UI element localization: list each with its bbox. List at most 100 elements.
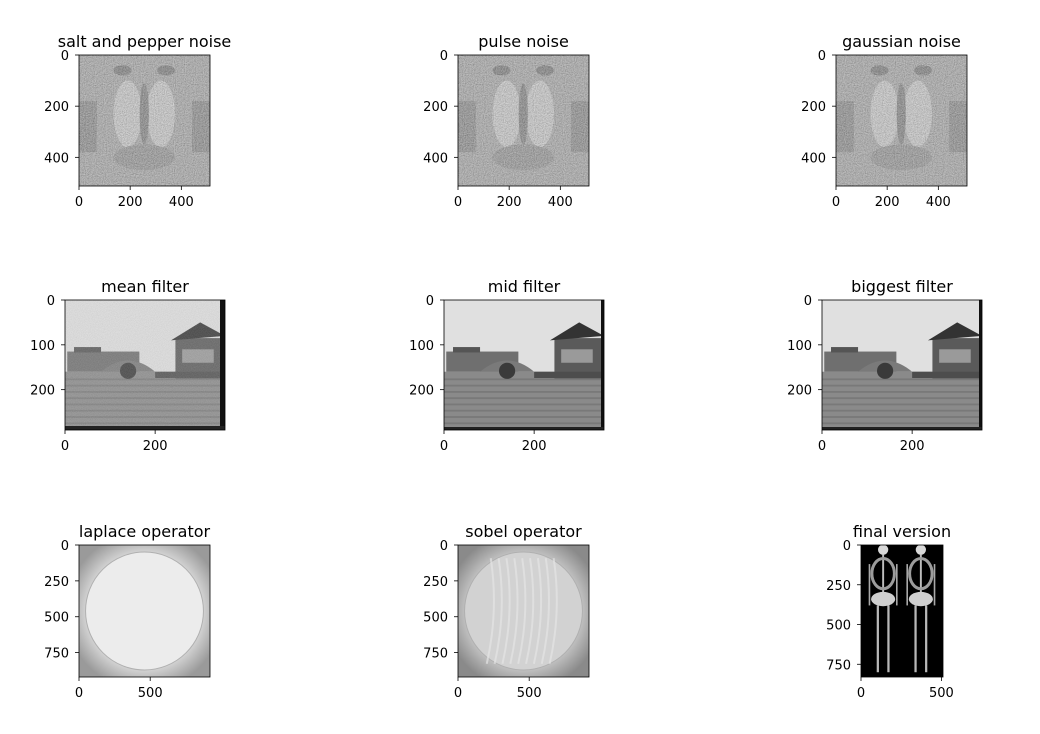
pagoda-roof: [549, 322, 604, 341]
y-tick-label: 0: [47, 294, 55, 309]
x-tick-label: 200: [118, 195, 143, 210]
image: [822, 300, 982, 430]
skull: [915, 544, 927, 555]
xray-background: [861, 545, 943, 677]
water-ripple: [444, 422, 604, 425]
water-ripple: [822, 403, 982, 406]
ribcage: [908, 557, 934, 591]
water-ripple: [444, 416, 604, 418]
x-tick-label: 0: [440, 439, 448, 454]
bridge-arch: [498, 362, 516, 379]
water-ripple: [822, 409, 982, 412]
image: [79, 55, 210, 186]
subplot-5: mid filter 0 200 0 100 200: [409, 277, 605, 454]
x-tick-label: 0: [857, 686, 865, 701]
axes-frame: [821, 299, 983, 431]
y-tick-label: 250: [423, 575, 448, 590]
water: [822, 371, 982, 430]
streak: [493, 558, 503, 665]
axes-frame: [457, 544, 590, 678]
streak: [548, 558, 558, 665]
noise-overlay: [79, 55, 210, 186]
y-tick-label: 0: [426, 294, 434, 309]
x-tick-label: 500: [138, 686, 163, 701]
subplot-title: gaussian noise: [842, 32, 961, 51]
water: [444, 371, 604, 430]
subplot-8: sobel operator 0 500 0 250 500 750: [423, 522, 590, 701]
x-tick-label: 0: [454, 686, 462, 701]
x-tick-label: 0: [832, 195, 840, 210]
leg-left: [876, 605, 879, 673]
noise-overlay: [836, 55, 967, 186]
subplot-title: mid filter: [488, 277, 561, 296]
streak: [532, 558, 543, 665]
arm-right: [896, 564, 898, 606]
x-tick-label: 500: [517, 686, 542, 701]
y-tick-label: 200: [44, 100, 69, 115]
dark-edge: [65, 426, 225, 430]
water-ripple: [444, 391, 604, 393]
y-tick-label: 750: [826, 658, 851, 673]
pagoda-windows: [939, 349, 971, 363]
subplot-title: sobel operator: [465, 522, 582, 541]
y-tick-label: 0: [843, 539, 851, 554]
x-tick-label: 200: [875, 195, 900, 210]
streak: [540, 558, 550, 665]
axes-frame: [78, 544, 211, 678]
water-ripple: [822, 391, 982, 393]
water-ripple: [822, 422, 982, 425]
y-tick-label: 0: [61, 539, 69, 554]
water-ripple: [444, 397, 604, 400]
subplot-title: biggest filter: [851, 277, 953, 296]
x-tick-label: 200: [497, 195, 522, 210]
subplot-title: laplace operator: [79, 522, 211, 541]
x-tick-label: 400: [548, 195, 573, 210]
dark-edge: [979, 300, 982, 430]
leg-left: [914, 605, 917, 673]
y-tick-label: 0: [440, 539, 448, 554]
axes-frame: [78, 54, 211, 187]
arm-left: [868, 564, 871, 606]
pelvis: [908, 591, 933, 607]
roof-left: [453, 347, 481, 353]
y-tick-label: 750: [44, 647, 69, 662]
y-tick-label: 200: [801, 100, 826, 115]
x-tick-label: 0: [61, 439, 69, 454]
x-tick-label: 500: [929, 686, 954, 701]
dish-circle: [85, 551, 204, 671]
x-tick-label: 0: [75, 686, 83, 701]
leg-right: [887, 605, 890, 673]
image: [79, 545, 210, 677]
water-ripple: [444, 384, 604, 387]
water-ripple: [822, 378, 982, 381]
y-tick-label: 200: [423, 100, 448, 115]
noise-overlay: [65, 300, 225, 430]
spine: [882, 554, 885, 595]
y-tick-label: 200: [787, 384, 812, 399]
x-tick-label: 200: [143, 439, 168, 454]
image: [458, 545, 589, 677]
y-tick-label: 100: [787, 339, 812, 354]
y-tick-label: 0: [440, 49, 448, 64]
y-tick-label: 250: [826, 579, 851, 594]
skull: [877, 544, 889, 555]
water-ripple: [444, 378, 604, 381]
y-tick-label: 500: [44, 611, 69, 626]
subplot-title: final version: [853, 522, 951, 541]
subplot-7: laplace operator 0 500 0 250 500 750: [44, 522, 210, 701]
y-tick-label: 400: [44, 151, 69, 166]
water-ripple: [444, 403, 604, 406]
y-tick-label: 100: [409, 339, 434, 354]
x-tick-label: 400: [926, 195, 951, 210]
y-tick-label: 0: [818, 49, 826, 64]
dark-edge: [220, 300, 225, 430]
image: [861, 544, 943, 677]
y-tick-label: 0: [804, 294, 812, 309]
image: [65, 300, 225, 430]
streak: [517, 558, 527, 665]
dark-edge: [444, 427, 604, 430]
x-tick-label: 200: [900, 439, 925, 454]
x-tick-label: 400: [169, 195, 194, 210]
